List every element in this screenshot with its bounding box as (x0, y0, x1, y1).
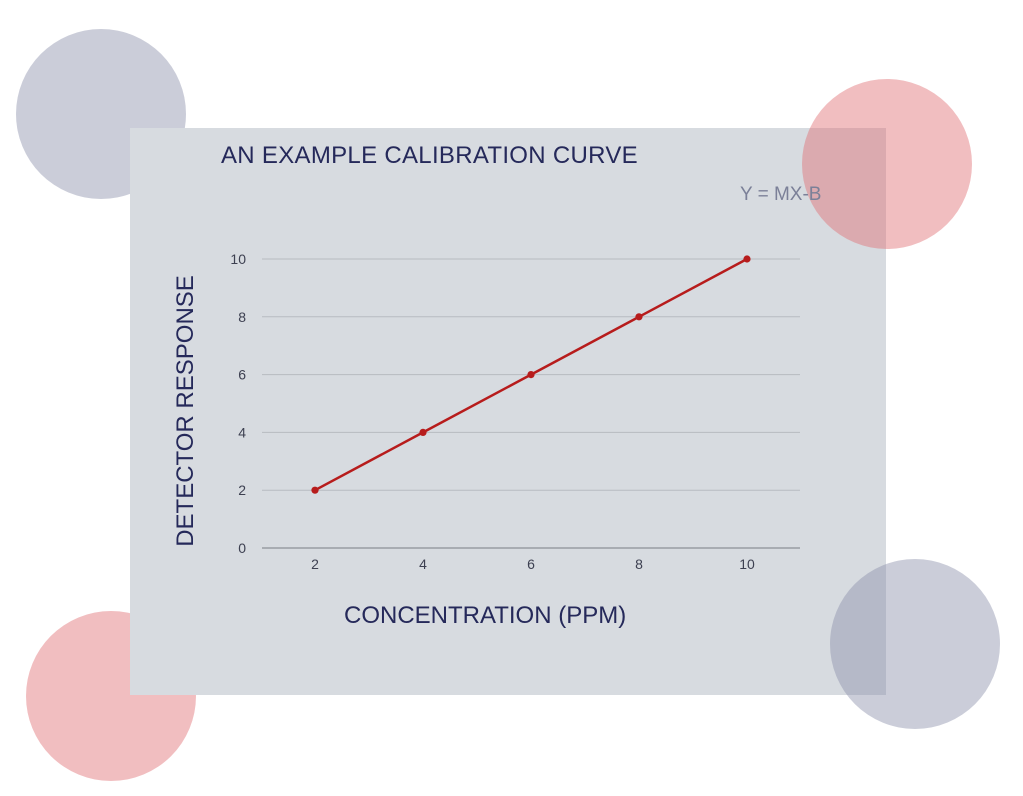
decorative-circle-bottom-right (830, 559, 1000, 729)
y-tick-label: 2 (238, 482, 246, 498)
decorative-circle-top-right (802, 79, 972, 249)
y-tick-label: 4 (238, 424, 246, 440)
y-axis-label: DETECTOR RESPONSE (172, 275, 199, 547)
y-tick-label: 0 (238, 540, 246, 556)
data-point (527, 371, 535, 379)
y-axis-ticks: 0 2 4 6 8 10 (230, 251, 246, 556)
chart-title: AN EXAMPLE CALIBRATION CURVE (221, 142, 638, 169)
x-tick-label: 4 (419, 556, 427, 572)
gridlines (262, 258, 800, 549)
x-axis-label: CONCENTRATION (PPM) (344, 602, 627, 629)
x-tick-label: 6 (527, 556, 535, 572)
y-tick-label: 6 (238, 367, 246, 383)
data-point (419, 428, 427, 436)
x-axis-ticks: 2 4 6 8 10 (311, 556, 755, 572)
series-layer (311, 255, 751, 494)
data-point (743, 255, 751, 263)
x-tick-label: 2 (311, 556, 319, 572)
y-tick-label: 10 (230, 251, 246, 267)
y-tick-label: 8 (238, 309, 246, 325)
equation-annotation: Y = MX-B (740, 184, 822, 205)
data-point (311, 486, 319, 494)
data-point (635, 313, 643, 321)
x-tick-label: 8 (635, 556, 643, 572)
chart-panel (130, 128, 886, 695)
x-tick-label: 10 (739, 556, 755, 572)
